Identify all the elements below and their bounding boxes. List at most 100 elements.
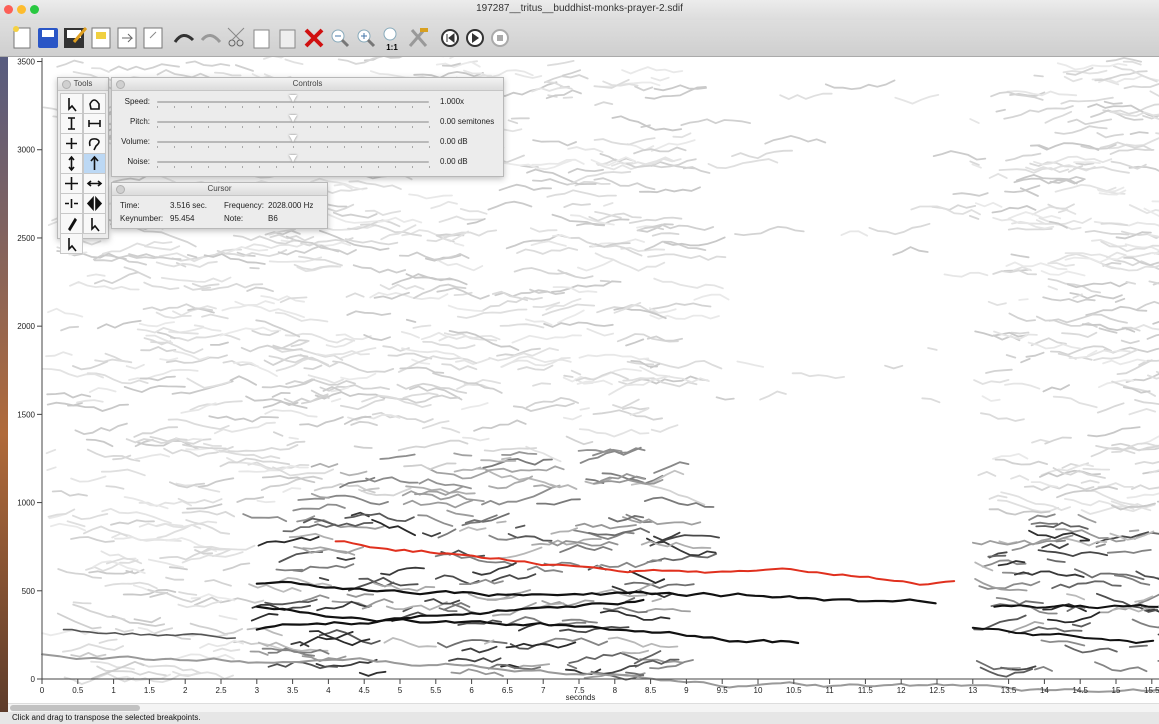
control-value: 0.00 semitones — [440, 117, 494, 126]
control-row: Volume:0.00 dB — [112, 133, 502, 151]
slider-tick — [378, 106, 379, 108]
tool-icon — [84, 94, 105, 113]
redo-button[interactable] — [202, 35, 220, 42]
tool-icon — [61, 154, 82, 173]
paste-button[interactable] — [280, 30, 295, 48]
slider-tick — [293, 166, 294, 168]
tool-glyph — [66, 138, 77, 149]
tool-button[interactable] — [83, 213, 106, 234]
tool-button[interactable] — [60, 173, 83, 194]
x-tick-label: 0 — [40, 686, 45, 695]
slider-tick — [157, 106, 158, 108]
x-tick-label: 5.5 — [430, 686, 442, 695]
save-button[interactable] — [38, 28, 58, 48]
slider-tick — [327, 146, 328, 148]
slider-tick — [157, 146, 158, 148]
slider-thumb[interactable] — [289, 155, 297, 162]
tool-button[interactable] — [83, 193, 106, 214]
slider-thumb[interactable] — [289, 95, 297, 102]
tool-button[interactable] — [60, 233, 83, 254]
slider-tick — [344, 146, 345, 148]
tool-glyph — [90, 100, 99, 109]
x-tick-label: 4 — [326, 686, 331, 695]
slider-tick — [259, 106, 260, 108]
tool-button[interactable] — [60, 113, 83, 134]
minimize-button[interactable] — [17, 5, 26, 14]
title-bar: 197287__tritus__buddhist-monks-prayer-2.… — [0, 0, 1159, 20]
play-button[interactable] — [467, 30, 483, 46]
partial — [1019, 299, 1028, 300]
slider-thumb[interactable] — [289, 115, 297, 122]
slider-track[interactable] — [157, 141, 429, 143]
x-tick-label: 10 — [754, 686, 763, 695]
import-button[interactable] — [92, 28, 110, 48]
export-button[interactable] — [118, 28, 136, 48]
tool-glyph — [69, 157, 74, 170]
toolbar-icons: 1:1 — [0, 20, 600, 56]
slider-thumb[interactable] — [289, 135, 297, 142]
slider-tick — [378, 146, 379, 148]
zoom-in-button[interactable] — [358, 30, 374, 46]
delete-button[interactable] — [306, 30, 322, 46]
spear-window: 197287__tritus__buddhist-monks-prayer-2.… — [0, 0, 1159, 724]
time-value: 3.516 sec. — [170, 201, 207, 210]
tool-icon — [84, 194, 105, 213]
new-button[interactable] — [13, 26, 30, 48]
tool-button[interactable] — [60, 213, 83, 234]
slider-tick — [327, 166, 328, 168]
tool-button[interactable] — [60, 93, 83, 114]
control-value: 0.00 dB — [440, 137, 468, 146]
partial — [74, 602, 91, 603]
scroll-thumb[interactable] — [10, 705, 140, 711]
zoom-button[interactable] — [30, 5, 39, 14]
stop-button[interactable] — [492, 30, 508, 46]
tool-button[interactable] — [83, 153, 106, 174]
zoom-actual-button[interactable]: 1:1 — [384, 28, 398, 52]
zoom-out-button[interactable] — [332, 30, 348, 46]
slider-tick — [174, 106, 175, 108]
toolbar: 1:1 — [0, 20, 1159, 57]
note-label: Note: — [224, 214, 243, 223]
tool-glyph — [92, 218, 99, 231]
tool-icon — [84, 214, 105, 233]
slider-tick — [429, 146, 430, 148]
tool-glyph — [65, 177, 78, 190]
window-title: 197287__tritus__buddhist-monks-prayer-2.… — [476, 3, 683, 14]
close-button[interactable] — [4, 5, 13, 14]
slider-tick — [157, 166, 158, 168]
x-tick-label: 15.5 — [1144, 686, 1159, 695]
x-tick-label: 13 — [968, 686, 977, 695]
undo-button[interactable] — [175, 35, 193, 42]
tool-button[interactable] — [60, 193, 83, 214]
y-tick-label: 1500 — [17, 410, 35, 419]
partial — [564, 97, 573, 98]
tool-button[interactable] — [60, 133, 83, 154]
tool-icon — [61, 194, 82, 213]
slider-tick — [276, 166, 277, 168]
status-text: Click and drag to transpose the selected… — [12, 713, 201, 722]
tool-button[interactable] — [83, 93, 106, 114]
rewind-button[interactable] — [442, 30, 458, 46]
tool-glyph — [69, 98, 76, 111]
partial — [497, 522, 506, 523]
slider-tick — [412, 166, 413, 168]
info-button[interactable] — [144, 28, 162, 48]
tool-button[interactable] — [83, 173, 106, 194]
cursor-palette: Cursor Time: 3.516 sec. Frequency: 2028.… — [111, 182, 328, 229]
slider-tick — [242, 126, 243, 128]
tool-button[interactable] — [83, 133, 106, 154]
slider-track[interactable] — [157, 121, 429, 123]
tools-button[interactable] — [410, 28, 428, 46]
slider-tick — [378, 126, 379, 128]
copy-button[interactable] — [254, 30, 269, 48]
tool-button[interactable] — [60, 153, 83, 174]
slider-track[interactable] — [157, 101, 429, 103]
slider-track[interactable] — [157, 161, 429, 163]
controls-title: Controls — [112, 78, 503, 91]
cut-button[interactable] — [228, 28, 244, 46]
x-tick-label: 5 — [398, 686, 403, 695]
save-as-button[interactable] — [64, 28, 86, 48]
tool-button[interactable] — [83, 113, 106, 134]
tool-icon — [61, 94, 82, 113]
slider-tick — [225, 146, 226, 148]
